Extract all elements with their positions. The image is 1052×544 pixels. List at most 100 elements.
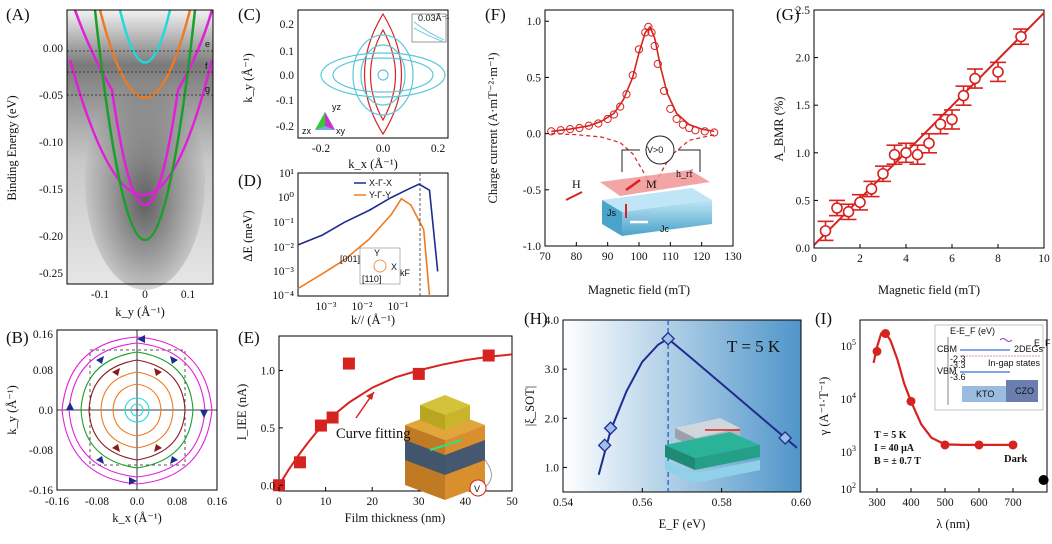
data-point: [900, 147, 912, 159]
y-axis-title: k_y (Å⁻¹): [241, 53, 255, 103]
svg-text:M: M: [646, 177, 657, 191]
x-tick-label: 0.54: [553, 497, 573, 509]
data-point: [666, 104, 675, 113]
panel-label-h: (H): [524, 309, 548, 328]
svg-text:H: H: [572, 177, 581, 191]
y-tick-label: 1.0: [527, 16, 542, 28]
panel-g: (G) 0 2 4 6 8 10 0.0 0.5 1.0 1.5 2.0 2.5 A_BMR (%)…: [772, 5, 1050, 297]
legend: X-Γ-X Y-Γ-Y: [354, 178, 392, 200]
arrow-icon: [96, 356, 104, 364]
svg-text:10⁻³: 10⁻³: [315, 301, 337, 313]
y-tick-label: 2.0: [545, 413, 560, 425]
data-point: [710, 128, 719, 137]
x-ticks: -0.1 0 0.1: [91, 289, 196, 301]
svg-text:-0.08: -0.08: [85, 496, 109, 508]
x-tick-label: 4: [903, 253, 909, 265]
panel-label-i: (I): [815, 309, 832, 328]
panel-f: (F) 70 80 90 100 110 120 130 -1.0 -0.5 0.0 0.5 1.0…: [485, 5, 742, 297]
plot-marks: [872, 329, 1049, 485]
x-tick-label: 70: [539, 251, 551, 263]
plot-marks: [813, 12, 1045, 246]
svg-text:-0.15: -0.15: [39, 184, 63, 196]
data-point: [992, 66, 1004, 78]
y-ticks: -1.0 -0.5 0.0 0.5 1.0: [523, 16, 549, 253]
data-point: [865, 183, 878, 195]
svg-text:E_F: E_F: [1034, 338, 1051, 348]
svg-text:Jc: Jc: [660, 224, 670, 234]
svg-text:0.0: 0.0: [280, 70, 295, 82]
y-ticks: 0.16 0.08 0.0 -0.08 -0.16: [29, 329, 53, 497]
panel-e: (E) 0 10 20 30 40 50 0.0 0.5 1.0 V Curve fittin…: [235, 328, 518, 525]
panel-label-g: (G): [776, 5, 800, 24]
axis-frame: [297, 9, 449, 139]
dark-point: [1038, 474, 1049, 485]
data-point: [700, 127, 709, 136]
series-y-gamma-y: [297, 197, 431, 297]
data-point: [881, 329, 890, 339]
data-point: [565, 125, 575, 134]
arpes-bands: [68, 9, 214, 242]
line-label-e: e: [205, 39, 210, 49]
svg-text:-0.2: -0.2: [312, 143, 330, 155]
svg-text:0.16: 0.16: [33, 329, 53, 341]
x-tick-label: 300: [868, 497, 886, 509]
x-tick-label: 0: [276, 496, 282, 508]
y-axis-title: I_IEE (nA): [235, 384, 249, 441]
x-tick-label: 30: [413, 496, 425, 508]
x-tick-label: 500: [936, 497, 954, 509]
y-axis-title: Binding Energy (eV): [5, 95, 19, 200]
x-tick-label: 700: [1004, 497, 1022, 509]
data-point: [556, 126, 565, 135]
plot-marks: [597, 320, 798, 492]
data-point: [1015, 30, 1027, 43]
svg-text:X-Γ-X: X-Γ-X: [369, 178, 392, 188]
svg-text:0.08: 0.08: [167, 496, 187, 508]
svg-text:104: 104: [841, 391, 857, 406]
band-green: [93, 9, 197, 242]
x-tick-label: 110: [662, 251, 679, 263]
svg-text:V: V: [474, 484, 480, 494]
x-ticks: 0 2 4 6 8 10: [811, 244, 1050, 265]
svg-text:2DEGs: 2DEGs: [1014, 344, 1044, 354]
data-point: [678, 120, 687, 129]
data-point: [923, 137, 935, 150]
panel-d: (D) X-Γ-X Y-Γ-Y Y X kF [001] [110] 10¹ 1…: [238, 168, 449, 327]
arrow-icon: [137, 335, 145, 343]
panel-label-d: (D): [238, 171, 262, 190]
svg-text:0.0: 0.0: [376, 143, 391, 155]
x-ticks: -0.2 0.0 0.2: [312, 143, 446, 155]
data-point: [691, 126, 700, 135]
svg-text:zx: zx: [302, 126, 312, 136]
panel-label-e: (E): [238, 328, 260, 347]
data-point: [647, 28, 656, 37]
svg-text:-3.3: -3.3: [950, 360, 966, 370]
svg-text:B = ± 0.7 T: B = ± 0.7 T: [874, 456, 921, 467]
svg-text:103: 103: [841, 444, 857, 459]
svg-text:0.1: 0.1: [181, 289, 196, 301]
y-axis-title: ΔE (meV): [241, 210, 255, 261]
fermi-contours: [61, 336, 213, 485]
svg-text:0.2: 0.2: [280, 19, 295, 31]
svg-text:E-E_F (eV): E-E_F (eV): [950, 326, 995, 336]
y-tick-label: 0.0: [796, 243, 811, 255]
x-tick-label: 0: [811, 253, 817, 265]
y-ticks: 102 103 104 105: [841, 338, 857, 496]
arrow-icon: [429, 439, 463, 451]
data-point: [934, 118, 947, 131]
x-tick-label: 130: [724, 251, 742, 263]
panel-b: (B) 0.16: [5, 328, 227, 525]
y-ticks: 0.2 0.1 0.0 -0.1 -0.2: [276, 19, 294, 133]
data-point: [906, 396, 916, 406]
svg-text:-0.05: -0.05: [39, 90, 63, 102]
svg-text:0.1: 0.1: [280, 46, 295, 58]
data-point: [969, 72, 981, 85]
y-tick-label: 0.0: [527, 129, 542, 141]
x-axis-title: k_y (Å⁻¹): [115, 305, 165, 319]
data-point: [603, 114, 612, 124]
y-tick-label: -0.5: [523, 185, 541, 197]
svg-text:In-gap states: In-gap states: [988, 358, 1041, 368]
x-tick-label: 40: [460, 496, 472, 508]
series-x-gamma-x: [297, 183, 439, 272]
data-point: [412, 367, 425, 380]
